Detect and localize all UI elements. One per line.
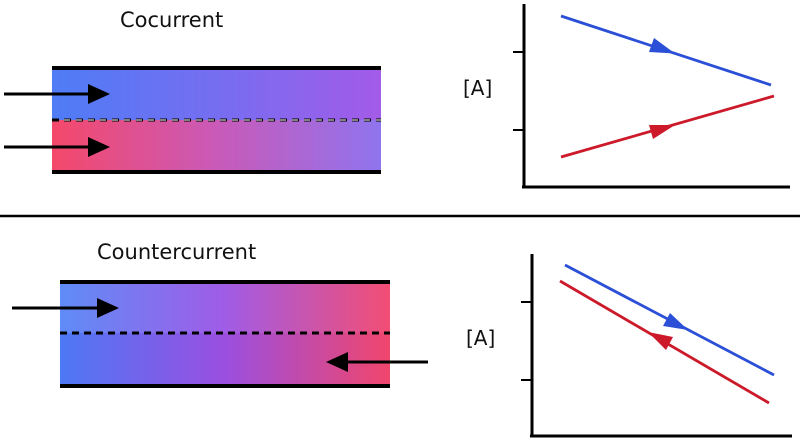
flow-arrow-icon bbox=[326, 352, 428, 372]
cocurrent-y-axis-label: [A] bbox=[463, 76, 493, 100]
countercurrent-y-axis-label: [A] bbox=[466, 326, 496, 350]
direction-arrowhead-icon bbox=[649, 125, 675, 139]
flow-arrow-icon bbox=[12, 298, 119, 318]
direction-arrowhead-icon bbox=[663, 313, 688, 330]
flow-arrow-icon bbox=[4, 84, 110, 104]
cocurrent-tube bbox=[52, 66, 381, 174]
countercurrent-tube bbox=[60, 280, 390, 388]
cocurrent-title: Cocurrent bbox=[120, 8, 224, 32]
direction-arrowhead-icon bbox=[648, 332, 673, 350]
countercurrent-title: Countercurrent bbox=[97, 240, 257, 264]
countercurrent-graph bbox=[521, 254, 792, 438]
cocurrent-graph bbox=[513, 4, 790, 189]
direction-arrowhead-icon bbox=[649, 38, 675, 54]
flow-arrow-icon bbox=[4, 137, 110, 157]
